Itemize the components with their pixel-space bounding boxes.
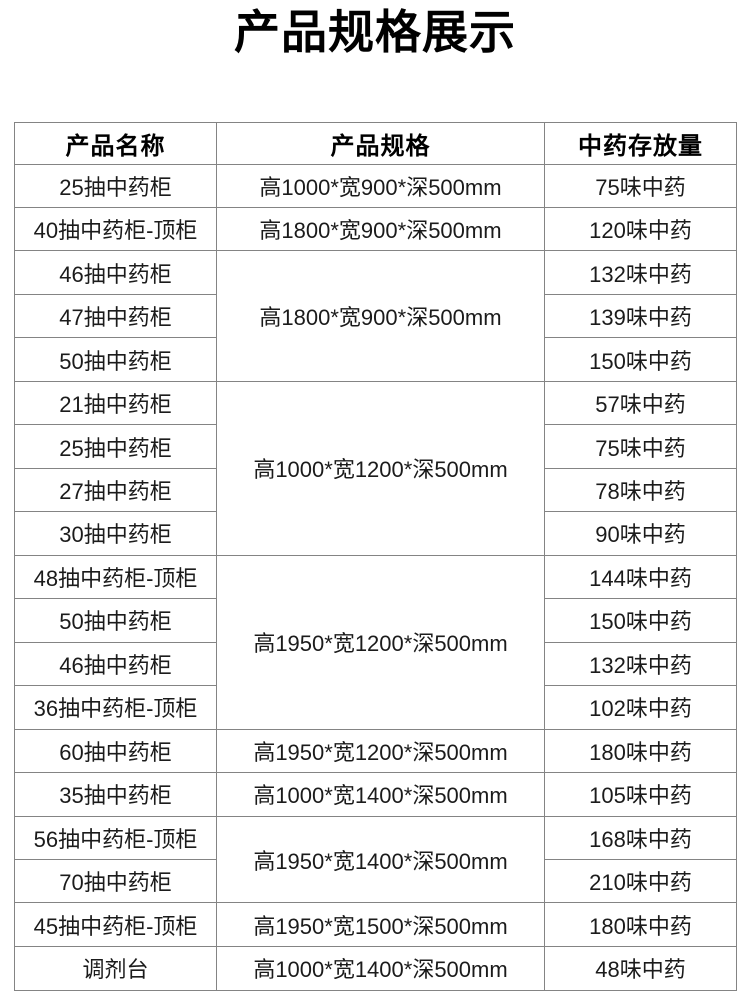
storage-capacity-cell: 168味中药 <box>544 815 737 861</box>
table-row: 50抽中药柜 150味中药 <box>14 598 737 643</box>
storage-capacity-cell: 150味中药 <box>544 337 737 382</box>
product-name-cell: 47抽中药柜 <box>14 293 217 339</box>
table-row: 21抽中药柜 高1000*宽1200*深500mm 57味中药 <box>14 380 737 556</box>
product-spec-table: 产品名称 产品规格 中药存放量 25抽中药柜 高1000*宽900*深500mm 7… <box>14 121 737 991</box>
storage-capacity-cell: 90味中药 <box>544 511 737 556</box>
storage-capacity-cell: 132味中药 <box>544 250 737 295</box>
product-spec-cell: 高1950*宽1400*深500mm <box>216 815 545 904</box>
column-header-storage-capacity: 中药存放量 <box>544 121 737 165</box>
storage-capacity-cell: 75味中药 <box>544 424 737 469</box>
product-name-cell: 50抽中药柜 <box>14 337 217 382</box>
storage-capacity-cell: 102味中药 <box>544 685 737 730</box>
storage-capacity-cell: 78味中药 <box>544 467 737 513</box>
product-spec-cell: 高1000*宽900*深500mm <box>216 163 545 208</box>
column-header-product-spec: 产品规格 <box>216 121 545 165</box>
column-header-product-name: 产品名称 <box>14 121 217 165</box>
storage-capacity-cell: 210味中药 <box>544 858 737 904</box>
product-name-cell: 25抽中药柜 <box>14 163 217 208</box>
storage-capacity-cell: 180味中药 <box>544 728 737 774</box>
product-name-cell: 40抽中药柜-顶柜 <box>14 206 217 252</box>
storage-capacity-cell: 132味中药 <box>544 641 737 687</box>
storage-capacity-cell: 144味中药 <box>544 554 737 600</box>
table-row: 25抽中药柜 75味中药 <box>14 424 737 469</box>
table-row: 27抽中药柜 78味中药 <box>14 467 737 513</box>
product-name-cell: 46抽中药柜 <box>14 641 217 687</box>
product-spec-cell: 高1950*宽1500*深500mm <box>216 902 545 947</box>
product-name-cell: 21抽中药柜 <box>14 380 217 426</box>
product-spec-cell: 高1000*宽1400*深500mm <box>216 772 545 817</box>
storage-capacity-cell: 105味中药 <box>544 772 737 817</box>
product-name-cell: 56抽中药柜-顶柜 <box>14 815 217 861</box>
product-spec-cell: 高1950*宽1200*深500mm <box>216 554 545 730</box>
storage-capacity-cell: 120味中药 <box>544 206 737 252</box>
product-name-cell: 调剂台 <box>14 945 217 991</box>
product-name-cell: 45抽中药柜-顶柜 <box>14 902 217 947</box>
table-row: 46抽中药柜 132味中药 <box>14 641 737 687</box>
spec-table-body: 25抽中药柜 高1000*宽900*深500mm 75味中药 40抽中药柜-顶柜 高18… <box>14 163 737 991</box>
table-row: 40抽中药柜-顶柜 高1800*宽900*深500mm 120味中药 <box>14 206 737 252</box>
table-row: 35抽中药柜 高1000*宽1400*深500mm 105味中药 <box>14 772 737 817</box>
storage-capacity-cell: 75味中药 <box>544 163 737 208</box>
table-row: 调剂台 高1000*宽1400*深500mm 48味中药 <box>14 945 737 991</box>
product-spec-cell: 高1800*宽900*深500mm <box>216 206 545 252</box>
product-spec-cell: 高1000*宽1200*深500mm <box>216 380 545 556</box>
page-title: 产品规格展示 <box>234 6 516 58</box>
storage-capacity-cell: 150味中药 <box>544 598 737 643</box>
product-name-cell: 48抽中药柜-顶柜 <box>14 554 217 600</box>
storage-capacity-cell: 57味中药 <box>544 380 737 426</box>
product-name-cell: 50抽中药柜 <box>14 598 217 643</box>
product-spec-cell: 高1000*宽1400*深500mm <box>216 945 545 991</box>
product-name-cell: 35抽中药柜 <box>14 772 217 817</box>
storage-capacity-cell: 139味中药 <box>544 293 737 339</box>
table-row: 25抽中药柜 高1000*宽900*深500mm 75味中药 <box>14 163 737 208</box>
table-row: 48抽中药柜-顶柜 高1950*宽1200*深500mm 144味中药 <box>14 554 737 730</box>
product-name-cell: 36抽中药柜-顶柜 <box>14 685 217 730</box>
product-name-cell: 30抽中药柜 <box>14 511 217 556</box>
table-row: 47抽中药柜 139味中药 <box>14 293 737 339</box>
table-row: 45抽中药柜-顶柜 高1950*宽1500*深500mm 180味中药 <box>14 902 737 947</box>
product-name-cell: 46抽中药柜 <box>14 250 217 295</box>
product-spec-cell: 高1800*宽900*深500mm <box>216 250 545 382</box>
product-name-cell: 25抽中药柜 <box>14 424 217 469</box>
table-row: 56抽中药柜-顶柜 高1950*宽1400*深500mm 168味中药 <box>14 815 737 904</box>
product-name-cell: 70抽中药柜 <box>14 858 217 904</box>
table-header-row: 产品名称 产品规格 中药存放量 <box>14 121 737 165</box>
storage-capacity-cell: 180味中药 <box>544 902 737 947</box>
product-spec-cell: 高1950*宽1200*深500mm <box>216 728 545 774</box>
product-name-cell: 60抽中药柜 <box>14 728 217 774</box>
table-row: 46抽中药柜 高1800*宽900*深500mm 132味中药 <box>14 250 737 382</box>
table-row: 30抽中药柜 90味中药 <box>14 511 737 556</box>
product-name-cell: 27抽中药柜 <box>14 467 217 513</box>
table-row: 60抽中药柜 高1950*宽1200*深500mm 180味中药 <box>14 728 737 774</box>
storage-capacity-cell: 48味中药 <box>544 945 737 991</box>
